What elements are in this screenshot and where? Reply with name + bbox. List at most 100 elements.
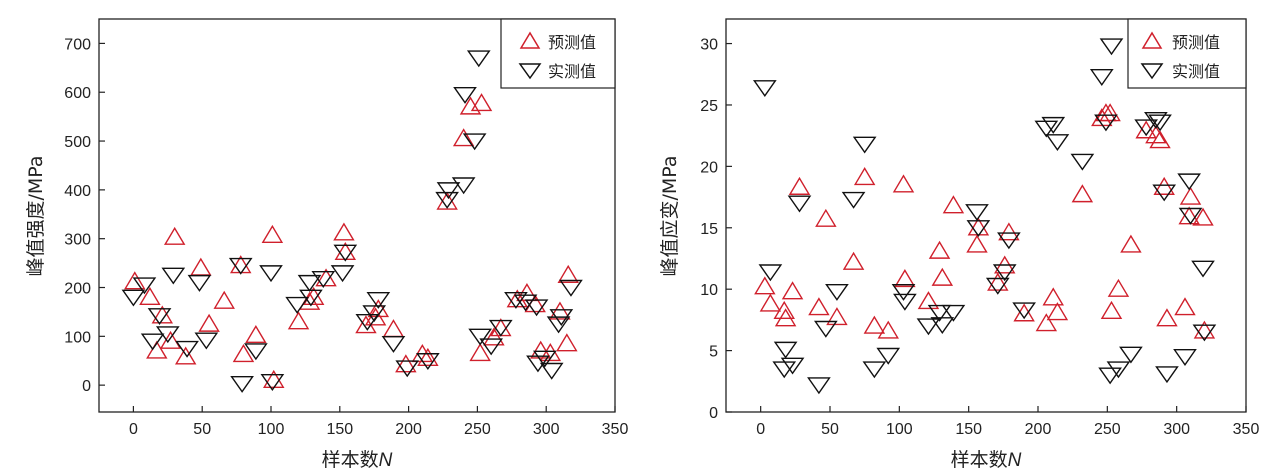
x-tick-label: 200	[1025, 421, 1052, 438]
predicted-point	[452, 128, 475, 147]
predicted-point	[928, 240, 951, 259]
measured-point	[299, 289, 323, 307]
predicted-point	[163, 226, 186, 245]
measured-point	[1191, 260, 1215, 278]
predicted-point	[877, 320, 899, 339]
measured-point	[1094, 114, 1118, 132]
predicted-point	[781, 281, 804, 300]
predicted-point	[469, 343, 491, 362]
measured-point	[1173, 349, 1197, 366]
x-tick-label: 150	[326, 421, 353, 438]
predicted-point	[1099, 103, 1121, 122]
legend: 预测值 实测值	[500, 18, 616, 89]
measured-point	[985, 277, 1010, 295]
measured-point	[1098, 367, 1122, 385]
measured-point	[1045, 134, 1070, 152]
predicted-point	[863, 315, 886, 334]
predicted-point	[470, 93, 493, 112]
measured-point	[546, 316, 571, 334]
measured-point	[155, 326, 180, 344]
measured-point	[228, 257, 253, 275]
predicted-point	[808, 297, 830, 316]
x-tick-label: 300	[533, 421, 560, 438]
predicted-point	[159, 330, 182, 349]
x-axis-label: 样本数N	[322, 449, 393, 471]
predicted-point	[998, 222, 1020, 241]
measured-point	[330, 265, 355, 283]
predicted-point	[198, 313, 220, 332]
measured-point	[416, 353, 440, 370]
y-axis-label: 峰值强度/MPa	[25, 155, 47, 276]
predicted-point	[245, 324, 267, 344]
measured-point	[752, 80, 777, 97]
legend-marker-measured	[518, 63, 542, 80]
x-tick-label: 0	[756, 421, 765, 438]
y-tick-label: 400	[64, 183, 91, 200]
predicted-point	[842, 251, 865, 270]
predicted-point	[774, 308, 797, 327]
y-axis: 0 5 10 15 20 25 30	[700, 37, 732, 422]
x-tick-label: 50	[821, 421, 839, 438]
measured-point	[1152, 184, 1177, 202]
predicted-point	[942, 195, 965, 214]
measured-point	[1119, 346, 1143, 364]
measured-point	[780, 357, 805, 375]
measured-point	[916, 318, 941, 336]
measured-point	[1089, 69, 1114, 86]
predicted-point	[190, 257, 212, 276]
data-markers	[121, 50, 583, 393]
measured-point	[992, 264, 1017, 282]
predicted-point	[174, 346, 197, 365]
predicted-point	[815, 208, 837, 227]
measured-point	[927, 304, 952, 322]
measured-point	[297, 274, 322, 292]
measured-point	[259, 265, 283, 283]
x-tick-label: 0	[129, 421, 138, 438]
y-tick-label: 5	[709, 344, 718, 361]
measured-point	[468, 328, 492, 346]
x-tick-label: 50	[193, 421, 211, 438]
measured-point	[194, 332, 219, 350]
measured-point	[930, 317, 955, 335]
legend-box	[1127, 18, 1247, 89]
predicted-point	[1100, 300, 1123, 319]
measured-point	[891, 283, 916, 301]
legend-marker-predicted	[519, 31, 541, 49]
measured-point	[1144, 112, 1168, 129]
measured-point	[466, 50, 491, 68]
measured-point	[1012, 302, 1036, 320]
y-tick-label: 700	[64, 36, 91, 53]
predicted-point	[1149, 130, 1171, 149]
measured-point	[1155, 366, 1179, 384]
predicted-point	[892, 174, 915, 193]
measured-point	[539, 362, 564, 380]
y-tick-label: 100	[64, 329, 91, 346]
predicted-point	[1046, 302, 1069, 321]
predicted-point	[987, 272, 1009, 291]
measured-point	[941, 304, 966, 322]
measured-point	[559, 279, 583, 297]
measured-point	[488, 319, 513, 337]
measured-point	[362, 305, 387, 323]
measured-point	[260, 374, 285, 391]
measured-point	[121, 289, 146, 307]
measured-point	[524, 299, 549, 317]
y-tick-label: 300	[64, 232, 91, 249]
measured-point	[355, 313, 380, 331]
plot-frame	[98, 18, 616, 413]
legend-label-predicted: 预测值	[1172, 33, 1220, 52]
x-tick-label: 250	[1094, 421, 1121, 438]
predicted-point	[139, 286, 161, 305]
measured-point	[1106, 361, 1131, 379]
measured-point	[504, 292, 528, 309]
predicted-point	[966, 234, 988, 253]
measured-point	[1070, 153, 1095, 171]
measured-point	[965, 204, 989, 222]
y-axis: 0 100 200 300 400 500 600 700	[64, 36, 105, 395]
legend-label-measured: 实测值	[548, 62, 596, 81]
measured-point	[1177, 173, 1201, 191]
predicted-point	[1107, 278, 1130, 297]
y-tick-label: 600	[64, 85, 91, 102]
